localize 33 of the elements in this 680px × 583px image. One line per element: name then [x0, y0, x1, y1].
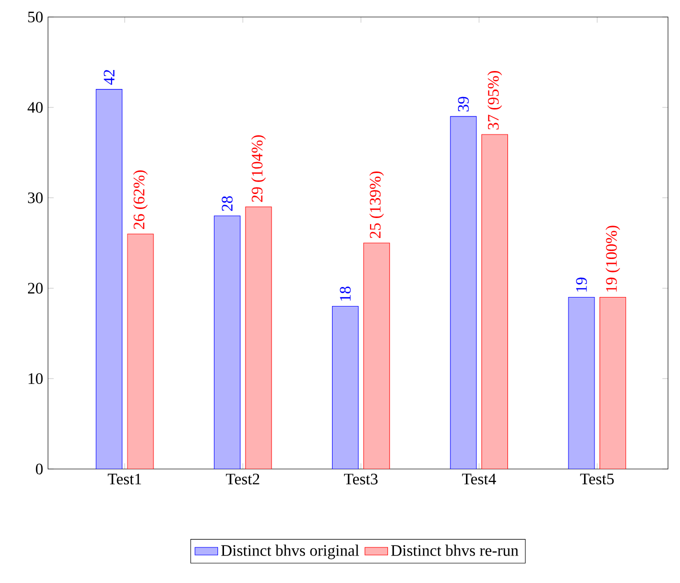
- bar: [450, 116, 477, 470]
- x-tick-label: Test4: [462, 474, 496, 484]
- y-tick-label: 30: [28, 192, 43, 204]
- x-tick-label: Test3: [344, 474, 378, 484]
- y-tick-label: 40: [28, 102, 43, 113]
- x-tick-label: Test5: [580, 474, 614, 484]
- bar: [245, 206, 272, 470]
- data-label: 19 (100%): [606, 226, 620, 292]
- bar: [214, 216, 240, 470]
- data-label: 39: [458, 96, 469, 112]
- bar: [332, 306, 359, 470]
- data-label: 42: [104, 70, 114, 85]
- bar: [600, 296, 626, 470]
- x-tick-label: Test1: [108, 474, 142, 484]
- data-label: 29 (104%): [251, 135, 266, 202]
- data-label: 18: [340, 286, 351, 301]
- y-tick-label: 0: [36, 464, 43, 474]
- legend-label: Distinct bhvs re-run: [391, 544, 518, 556]
- x-tick-label: Test2: [226, 474, 260, 484]
- legend-label: Distinct bhvs original: [221, 544, 360, 560]
- y-tick-label: 10: [28, 373, 43, 384]
- bar: [96, 89, 122, 470]
- bar: [481, 134, 508, 470]
- bar: [568, 296, 595, 470]
- data-label: 28: [222, 196, 233, 211]
- y-tick-label: 50: [28, 12, 43, 22]
- bar: [127, 234, 154, 470]
- data-label: 37 (95%): [487, 70, 502, 130]
- data-label: 26 (62%): [133, 170, 148, 229]
- data-label: 19: [576, 278, 587, 292]
- y-tick-label: 20: [28, 282, 43, 294]
- bar: [363, 242, 390, 470]
- data-label: 25 (139%): [369, 171, 384, 238]
